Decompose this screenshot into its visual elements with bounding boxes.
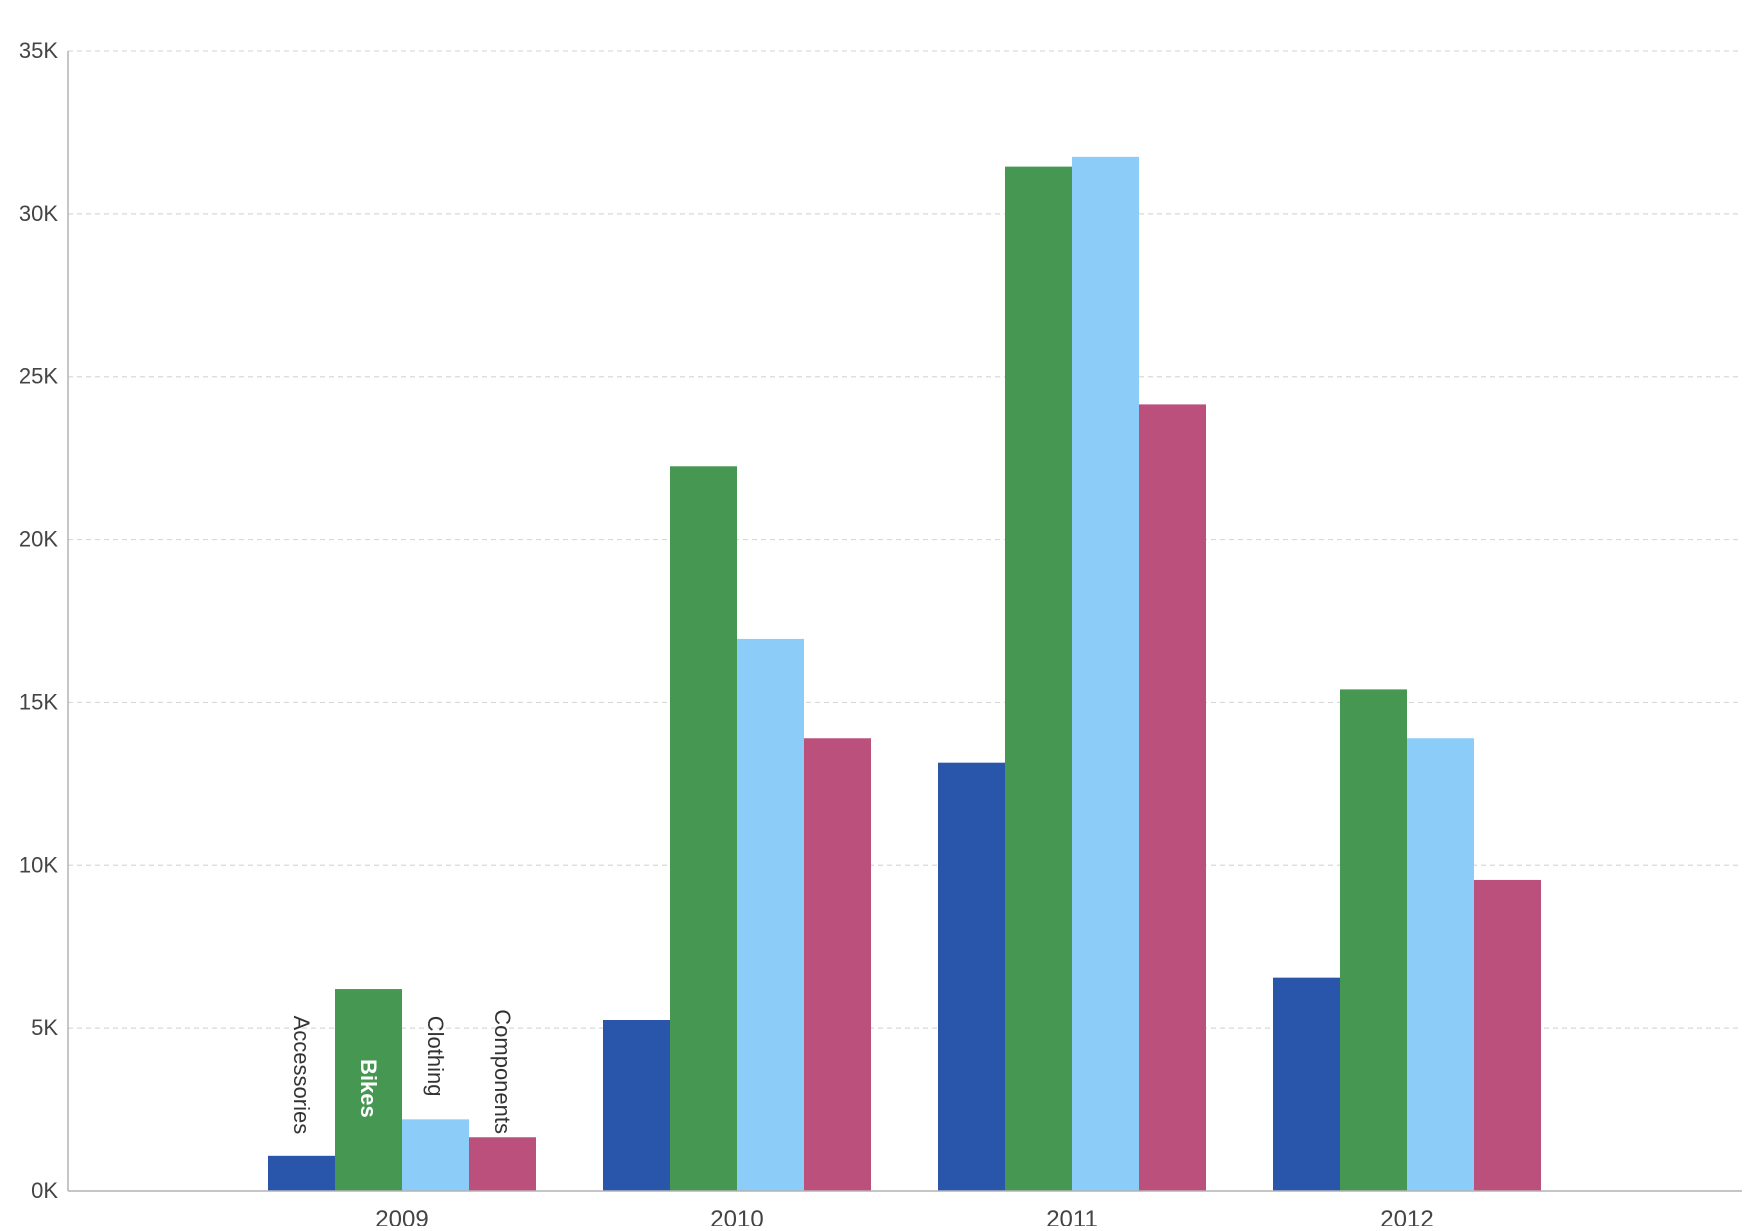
bar-bikes-2009[interactable]: [335, 989, 402, 1191]
bar-accessories-2010[interactable]: [603, 1020, 670, 1191]
y-tick-label: 20K: [19, 527, 58, 552]
y-tick-label: 5K: [31, 1015, 58, 1040]
y-tick-label: 0K: [31, 1178, 58, 1203]
y-tick-label: 15K: [19, 689, 58, 714]
series-label-accessories: Accessories: [289, 1016, 314, 1135]
bar-bikes-2012[interactable]: [1340, 689, 1407, 1191]
series-label-components: Components: [490, 1009, 515, 1134]
gridlines: [68, 50, 1742, 1029]
x-tick-label-2012: 2012: [1380, 1206, 1433, 1226]
series-label-clothing: Clothing: [423, 1016, 448, 1097]
bar-components-2009[interactable]: [469, 1137, 536, 1191]
bar-accessories-2011[interactable]: [938, 762, 1005, 1191]
y-tick-label: 10K: [19, 852, 58, 877]
bar-accessories-2009[interactable]: [268, 1155, 335, 1191]
series-label-bikes: Bikes: [356, 1059, 381, 1118]
bars: [268, 156, 1541, 1192]
bar-clothing-2011[interactable]: [1072, 156, 1139, 1191]
x-tick-label-2011: 2011: [1046, 1206, 1098, 1226]
bar-components-2012[interactable]: [1474, 879, 1541, 1191]
bar-components-2011[interactable]: [1139, 404, 1206, 1191]
bar-bikes-2011[interactable]: [1005, 166, 1072, 1192]
bar-clothing-2009[interactable]: [402, 1119, 469, 1191]
bar-accessories-2012[interactable]: [1273, 977, 1340, 1191]
y-tick-label: 35K: [19, 38, 58, 63]
y-tick-label: 30K: [19, 201, 58, 226]
y-tick-label: 25K: [19, 364, 58, 389]
bar-components-2010[interactable]: [804, 738, 871, 1191]
axes: [67, 51, 1742, 1192]
x-tick-label-2010: 2010: [710, 1206, 763, 1226]
bar-clothing-2010[interactable]: [737, 638, 804, 1191]
bar-bikes-2010[interactable]: [670, 466, 737, 1191]
bar-clothing-2012[interactable]: [1407, 738, 1474, 1191]
labels: 0K 5K 10K 15K 20K 25K 30K 35K Accessories Bikes Cl…: [19, 38, 1434, 1231]
x-tick-label-2009: 2009: [375, 1206, 428, 1226]
